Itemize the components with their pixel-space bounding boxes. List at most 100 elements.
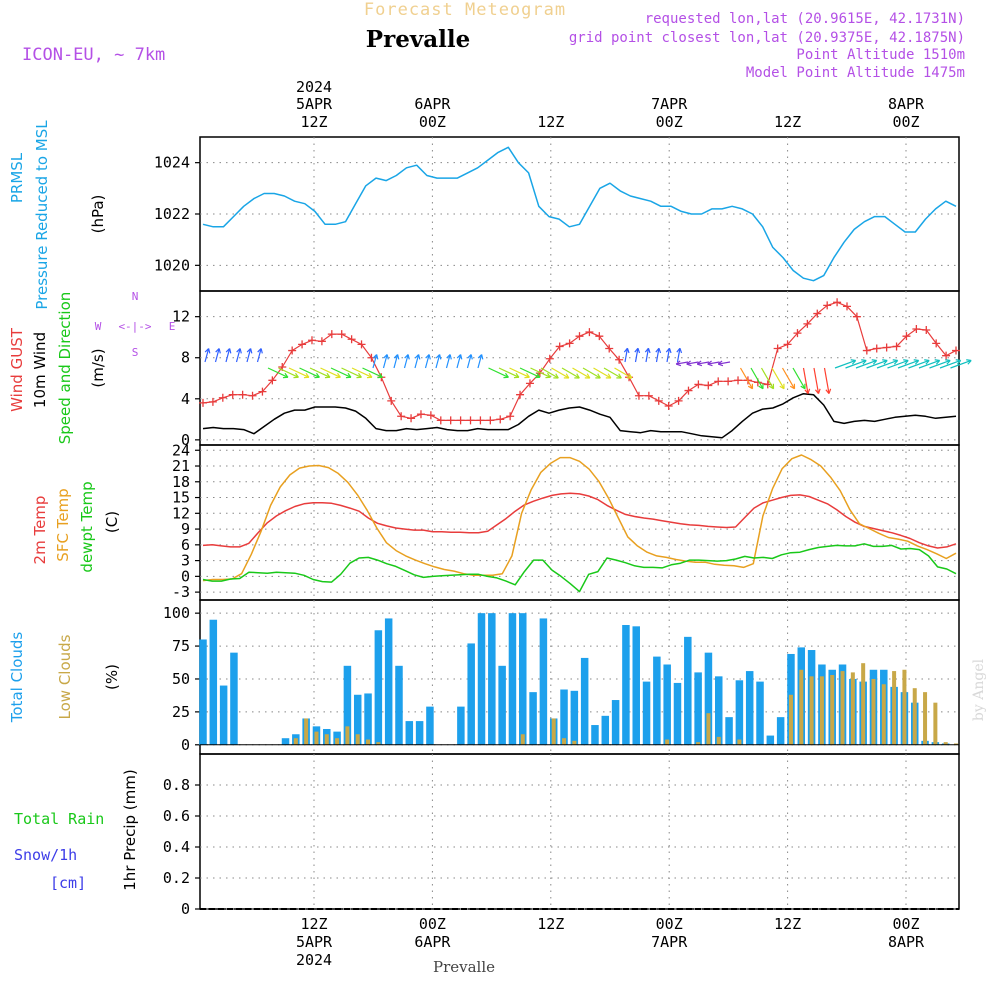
low-cloud-bar — [716, 736, 721, 745]
wind-direction-arrow — [929, 359, 951, 369]
arrow-shaft — [330, 367, 352, 378]
wind-direction-arrow — [204, 348, 211, 363]
low-cloud-bar — [572, 740, 577, 745]
gust-marker — [892, 342, 901, 351]
bottom-time-label: 2024 — [296, 951, 332, 969]
gust-marker — [199, 398, 207, 407]
model-point-altitude: Model Point Altitude 1475m — [746, 65, 965, 81]
bottom-time-label: 00Z — [656, 915, 683, 933]
wind-direction-arrow — [530, 367, 551, 379]
wind-direction-arrow — [341, 367, 362, 379]
arrow-head — [204, 348, 211, 354]
wind-direction-arrow — [897, 359, 920, 369]
y-tick-label: 12 — [172, 504, 190, 522]
wind-direction-arrow — [403, 354, 410, 369]
wind-direction-arrow — [717, 360, 731, 367]
wind-direction-arrow — [330, 367, 352, 379]
wind-direction-arrow — [362, 367, 383, 379]
total-cloud-bar — [467, 643, 475, 745]
top-time-label: 00Z — [892, 113, 919, 131]
total-cloud-bar — [601, 715, 610, 745]
arrow-shaft — [760, 367, 775, 390]
arrow-head — [696, 360, 703, 367]
arrow-shaft — [603, 367, 622, 379]
arrow-head — [456, 354, 463, 360]
arrow-head — [814, 388, 821, 394]
wind-direction-arrow — [509, 367, 530, 379]
wind-direction-arrow — [675, 360, 689, 367]
total-cloud-bar — [745, 671, 754, 745]
gust-marker — [218, 393, 227, 402]
low-clouds-label: Low Clouds — [56, 634, 74, 719]
arrow-shaft — [918, 359, 940, 369]
arrow-shaft — [341, 367, 362, 378]
arrow-shaft — [897, 359, 919, 369]
arrow-head — [623, 347, 630, 354]
arrow-shaft — [645, 348, 650, 363]
arrow-head — [804, 388, 811, 394]
arrow-head — [861, 359, 867, 365]
total-clouds-label: Total Clouds — [8, 632, 26, 724]
model-label: ICON-EU, ~ 7km — [22, 45, 165, 65]
wind-direction-arrow — [686, 360, 699, 367]
gust-marker — [565, 339, 574, 348]
low-cloud-bar — [933, 702, 938, 745]
top-time-label: 00Z — [419, 113, 446, 131]
top-time-label: 12Z — [537, 113, 564, 131]
footer-location: Prevalle — [433, 958, 495, 976]
wind-direction-arrow — [855, 359, 878, 369]
total-cloud-bar — [642, 681, 651, 745]
arrow-head — [903, 359, 909, 365]
arrow-shaft — [372, 354, 378, 369]
wind-direction-arrow — [655, 347, 662, 363]
wind-unit: (m/s) — [89, 348, 107, 387]
arrow-shaft — [299, 367, 320, 378]
total-cloud-bar — [281, 738, 290, 745]
arrow-head — [377, 372, 383, 379]
arrow-shaft — [551, 367, 570, 379]
wind-direction-arrow — [760, 367, 775, 390]
arrow-shaft — [939, 359, 961, 369]
arrow-head — [534, 372, 541, 379]
low-cloud-bar — [324, 734, 329, 745]
arrow-shaft — [466, 354, 472, 369]
gust-marker — [407, 414, 416, 423]
arrow-head — [383, 354, 389, 360]
wind-direction-arrow — [792, 367, 806, 390]
wind-direction-arrow — [235, 348, 242, 363]
gust-marker — [872, 344, 881, 353]
grid-lines — [195, 137, 959, 910]
total-cloud-bar — [580, 657, 589, 745]
wind-direction-arrow — [561, 367, 580, 379]
temp-2m-label: 2m Temp — [31, 496, 49, 565]
total-rain-label: Total Rain — [14, 810, 104, 828]
snow-unit: [cm] — [50, 874, 86, 892]
bottom-time-label: 12Z — [774, 915, 801, 933]
low-cloud-bar — [840, 671, 845, 745]
gust-marker — [932, 339, 941, 348]
arrow-shaft — [267, 367, 289, 378]
arrow-head — [686, 360, 692, 367]
arrow-shaft — [214, 348, 220, 363]
total-cloud-bar — [570, 690, 579, 745]
arrow-head — [655, 347, 662, 354]
total-cloud-bar — [539, 618, 548, 745]
location-title: Prevalle — [366, 26, 470, 53]
top-time-label: 5APR — [296, 95, 333, 113]
arrow-shaft — [445, 354, 451, 369]
wind-direction-arrow — [939, 359, 962, 369]
total-cloud-bar — [488, 613, 496, 745]
y-tick-label: 0 — [181, 431, 190, 449]
gust-marker — [902, 332, 911, 341]
y-tick-label: 18 — [172, 473, 190, 491]
arrow-head — [467, 354, 473, 360]
low-cloud-bar — [696, 742, 701, 745]
arrow-shaft — [855, 359, 877, 369]
arrow-shaft — [845, 359, 867, 369]
arrow-head — [800, 383, 806, 390]
low-cloud-bar — [923, 692, 928, 745]
arrow-head — [626, 373, 633, 379]
wind-direction-arrow — [950, 359, 972, 369]
y-tick-label: 0.4 — [163, 838, 190, 856]
arrow-head — [553, 373, 559, 379]
